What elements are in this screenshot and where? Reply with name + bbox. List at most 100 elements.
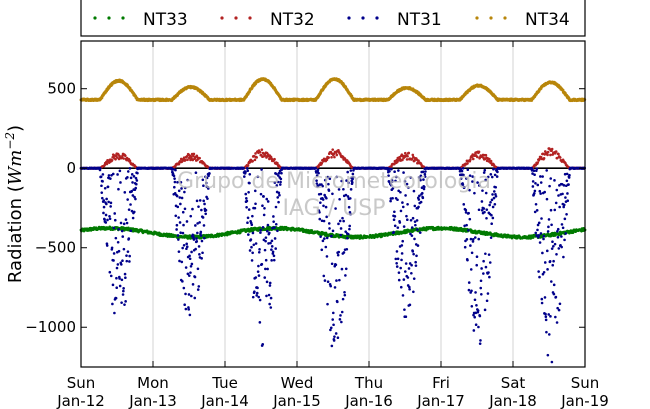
point-nt31	[266, 229, 269, 233]
point-nt31	[401, 294, 405, 297]
point-nt31	[537, 234, 541, 237]
point-nt31	[486, 292, 490, 295]
point-nt31	[389, 199, 392, 203]
point-nt31	[191, 207, 194, 211]
point-nt31	[181, 246, 184, 250]
point-nt32	[332, 152, 336, 156]
point-nt31	[322, 274, 326, 278]
point-nt31	[393, 210, 396, 214]
point-nt31	[112, 252, 116, 255]
point-nt31	[567, 183, 570, 186]
point-nt32	[187, 156, 191, 160]
point-nt31	[340, 310, 344, 314]
point-nt32	[251, 159, 254, 163]
point-nt31	[103, 218, 106, 221]
point-nt31	[254, 242, 258, 245]
point-nt31	[487, 253, 491, 256]
point-nt31	[341, 297, 345, 301]
legend-marker-nt34	[475, 16, 479, 20]
point-nt31	[325, 255, 329, 258]
point-nt31	[192, 234, 195, 238]
point-nt31	[546, 353, 550, 357]
point-nt31	[538, 241, 542, 244]
point-nt31	[268, 302, 271, 306]
point-nt31	[336, 253, 340, 257]
point-nt31	[250, 223, 254, 226]
point-nt31	[482, 207, 486, 210]
point-nt31	[393, 224, 397, 228]
point-nt31	[337, 250, 341, 254]
point-nt32	[325, 158, 329, 162]
point-nt31	[490, 175, 494, 179]
point-nt31	[336, 300, 339, 304]
point-nt31	[199, 234, 203, 237]
point-nt31	[538, 189, 542, 193]
point-nt31	[255, 294, 258, 297]
point-nt31	[270, 239, 274, 243]
point-nt31	[247, 233, 250, 236]
point-nt31	[102, 205, 106, 209]
point-nt31	[415, 254, 418, 258]
point-nt31	[192, 238, 196, 241]
point-nt31	[537, 221, 541, 225]
point-nt31	[257, 264, 260, 268]
point-nt31	[401, 205, 405, 209]
point-nt31	[263, 276, 267, 279]
point-nt31	[489, 236, 493, 239]
point-nt31	[274, 247, 277, 250]
point-nt31	[414, 260, 417, 264]
point-nt31	[540, 301, 544, 305]
point-nt32	[177, 162, 181, 166]
point-nt31	[204, 181, 208, 185]
point-nt31	[334, 332, 338, 335]
point-nt31	[547, 225, 550, 229]
point-nt31	[113, 212, 116, 215]
point-nt31	[465, 223, 468, 227]
point-nt31	[184, 292, 187, 296]
legend-label-nt31: NT31	[397, 10, 442, 30]
point-nt31	[101, 180, 104, 183]
point-nt31	[256, 286, 259, 290]
point-nt32	[320, 161, 324, 165]
point-nt31	[263, 206, 266, 210]
point-nt31	[271, 226, 274, 230]
point-nt31	[410, 271, 413, 275]
point-nt31	[473, 236, 477, 239]
point-nt31	[480, 267, 483, 270]
point-nt32	[186, 158, 189, 162]
point-nt31	[251, 231, 255, 235]
point-nt31	[257, 295, 261, 299]
point-nt31	[185, 242, 188, 246]
point-nt31	[246, 221, 249, 225]
point-nt31	[478, 314, 482, 318]
legend-marker-nt32	[220, 16, 224, 20]
point-nt31	[485, 299, 489, 303]
point-nt31	[173, 180, 177, 184]
point-nt31	[404, 194, 407, 197]
point-nt31	[413, 204, 417, 208]
point-nt32	[557, 152, 560, 156]
point-nt31	[118, 169, 122, 173]
legend-marker-nt33	[121, 16, 125, 20]
point-nt31	[340, 267, 344, 271]
point-nt32	[183, 158, 187, 162]
point-nt31	[474, 291, 477, 294]
point-nt31	[333, 286, 337, 289]
point-nt31	[181, 210, 185, 214]
point-nt31	[553, 208, 557, 212]
point-nt31	[121, 259, 124, 262]
point-nt31	[482, 259, 485, 263]
point-nt31	[272, 215, 275, 218]
point-nt31	[250, 259, 254, 262]
point-nt31	[172, 174, 176, 178]
point-nt31	[343, 290, 346, 294]
point-nt31	[462, 203, 466, 206]
point-nt31	[488, 203, 491, 207]
point-nt31	[332, 323, 335, 327]
point-nt31	[557, 194, 560, 197]
point-nt31	[330, 234, 333, 238]
point-nt31	[552, 244, 555, 248]
point-nt32	[327, 156, 330, 159]
point-nt31	[406, 202, 409, 206]
point-nt31	[536, 228, 539, 232]
